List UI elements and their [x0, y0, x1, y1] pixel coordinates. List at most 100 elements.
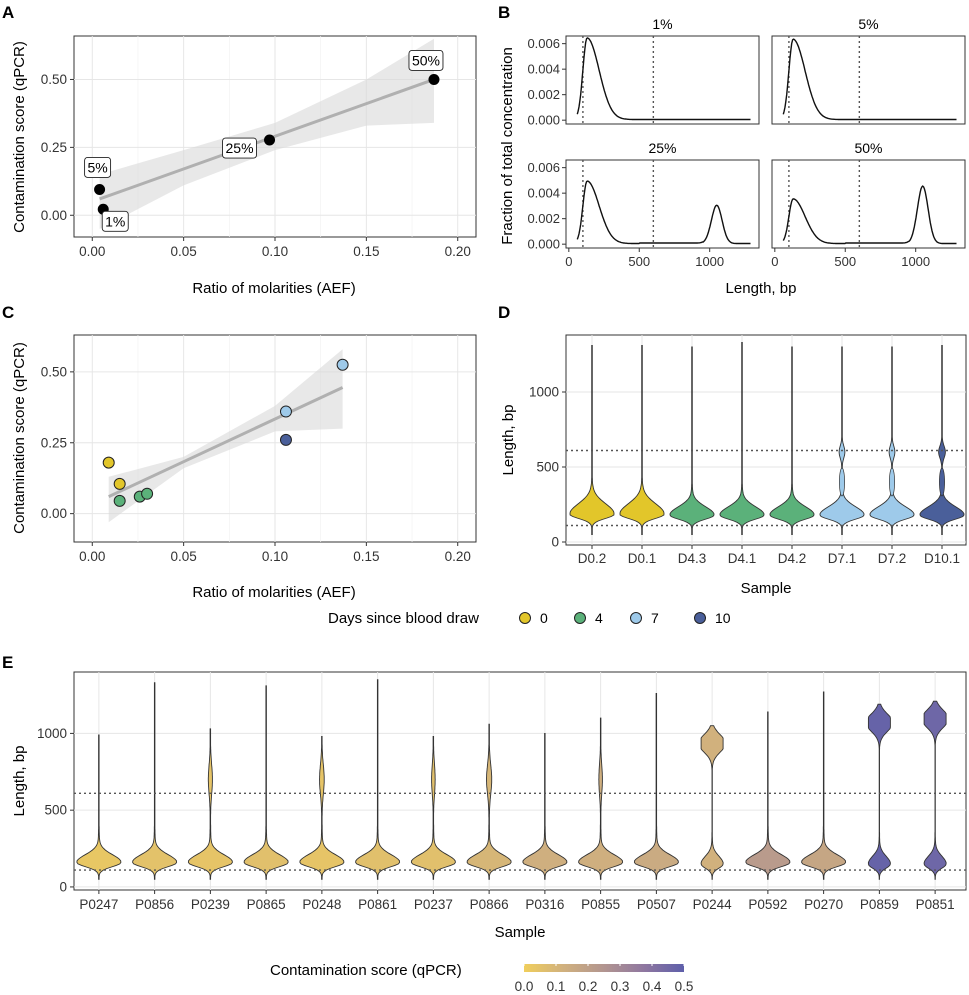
x-tick-label: 0.20 [445, 244, 471, 259]
x-tick-label: D4.2 [778, 551, 807, 566]
panel-c: C 0.00 0.05 0.10 0.15 0.20 0.00 0.25 0.50 Rati… [2, 303, 477, 601]
density-curve [576, 180, 751, 245]
x-tick-label: P0507 [637, 897, 676, 912]
point-label: 25% [226, 140, 254, 156]
y-tick-label: 500 [44, 803, 67, 818]
data-point [279, 433, 292, 446]
y-tick-label: 0.000 [527, 113, 560, 128]
x-tick-label: P0244 [693, 897, 733, 912]
x-tick-label: P0856 [135, 897, 174, 912]
violin-D0.1 [619, 345, 665, 535]
density-curve [782, 185, 957, 245]
x-tick-label: P0239 [191, 897, 230, 912]
contamination-score-legend-title: Contamination score (qPCR) [270, 962, 462, 979]
panel-d-y-ticks: 0 500 1000 [529, 385, 566, 550]
x-tick-label: P0247 [79, 897, 118, 912]
panel-b: B 1% 0.000 0.002 0.004 0.006 5% 25% 0.000 0.002 0… [498, 3, 966, 297]
panel-d-y-axis-label: Length, bp [500, 405, 517, 476]
panel-c-x-axis-label: Ratio of molarities (AEF) [192, 584, 355, 601]
panel-d-x-axis-label: Sample [741, 580, 792, 597]
facet-plot-area [565, 159, 760, 249]
data-point [102, 456, 115, 469]
x-tick-label: D4.1 [728, 551, 757, 566]
violin-P0865 [243, 685, 289, 880]
violin-P0239 [187, 728, 233, 880]
y-tick-label: 0 [551, 535, 559, 550]
panel-a: A 5%1%25%50% 0.00 0.05 0.10 0.15 0.20 0.000.… [2, 3, 477, 297]
days-legend-swatch [574, 612, 586, 624]
x-tick-label: 1000 [901, 254, 930, 269]
x-tick-label: P0592 [748, 897, 787, 912]
facet-title: 50% [854, 140, 882, 156]
facet-title: 1% [652, 16, 672, 32]
y-tick-label: 0.004 [527, 186, 560, 201]
y-tick-label: 0.25 [41, 435, 67, 450]
days-legend-label: 10 [715, 610, 731, 626]
panel-b-facets: 1% 0.000 0.002 0.004 0.006 5% 25% 0.000 0.002 0.0… [527, 16, 966, 269]
panel-a-label: A [2, 3, 14, 22]
data-point [141, 487, 154, 500]
panel-a-x-ticks: 0.00 0.05 0.10 0.15 0.20 [79, 237, 471, 259]
x-tick-label: P0316 [525, 897, 564, 912]
density-curve [576, 37, 751, 121]
panel-d: D D0.2 D0.1 D4.3 D4.1 D4.2 D7.1 D7.2 D10.1 0 500… [498, 303, 967, 597]
violin-P0856 [132, 682, 178, 880]
violin-P0859 [867, 703, 891, 880]
contamination-score-legend: Contamination score (qPCR) 0.0 0.1 0.2 0.3 0… [270, 962, 693, 994]
panel-a-confidence-band [99, 38, 434, 229]
panel-d-reference-lines [566, 449, 966, 527]
x-tick-label: 0.10 [262, 549, 288, 564]
violin-P0861 [355, 679, 401, 880]
y-tick-label: 0 [59, 879, 67, 894]
data-point [94, 183, 106, 195]
panel-c-confidence-band [108, 349, 343, 523]
panel-a-x-axis-label: Ratio of molarities (AEF) [192, 280, 355, 297]
panel-a-point-labels: 5% 1% 25% 50% [84, 50, 444, 232]
panel-b-label: B [498, 3, 510, 22]
panel-e: E P0247 P0856 P0239 P0865 P0248 P0861 P0237 P08… [2, 653, 967, 941]
violin-P0247 [76, 734, 122, 880]
x-tick-label: P0865 [247, 897, 286, 912]
panel-e-y-axis-label: Length, bp [11, 746, 28, 817]
point-label: 50% [412, 52, 440, 68]
x-tick-label: 0.05 [170, 244, 196, 259]
violin-bulge [839, 467, 845, 497]
y-tick-label: 0.002 [527, 87, 560, 102]
colorbar-tick-label: 0.5 [675, 979, 694, 994]
facet-3: 25% 0.000 0.002 0.004 0.006 0 500 1000 [527, 140, 760, 269]
violin-P0248 [299, 736, 345, 880]
colorbar-tick-label: 0.3 [611, 979, 630, 994]
y-tick-label: 0.50 [41, 364, 67, 379]
days-legend-swatch [630, 612, 642, 624]
panel-c-points [102, 358, 349, 507]
x-tick-label: P0861 [358, 897, 397, 912]
panel-a-y-axis-label: Contamination score (qPCR) [11, 41, 28, 233]
panel-b-x-axis-label: Length, bp [726, 280, 797, 297]
y-tick-label: 500 [536, 460, 559, 475]
x-tick-label: P0855 [581, 897, 620, 912]
panel-c-regression-line [108, 386, 344, 498]
violin-P0855 [578, 717, 624, 880]
x-tick-label: 500 [628, 254, 650, 269]
x-tick-label: D7.1 [828, 551, 857, 566]
point-label-box [408, 50, 444, 71]
data-point [113, 477, 126, 490]
panel-e-reference-lines [74, 792, 966, 871]
y-tick-label: 0.25 [41, 140, 67, 155]
violin-D4.3 [669, 346, 715, 535]
x-tick-label: 0.10 [262, 244, 288, 259]
panel-d-x-ticks: D0.2 D0.1 D4.3 D4.1 D4.2 D7.1 D7.2 D10.1 [578, 545, 960, 566]
y-tick-label: 0.006 [527, 160, 560, 175]
x-tick-label: D4.3 [678, 551, 707, 566]
violin-P0866 [466, 723, 512, 880]
x-tick-label: D7.2 [878, 551, 907, 566]
panel-e-x-ticks: P0247 P0856 P0239 P0865 P0248 P0861 P0237 P0866… [79, 890, 955, 912]
x-tick-label: 0.05 [170, 549, 196, 564]
days-legend-items: 0 4 7 10 [519, 610, 731, 626]
facet-title: 5% [858, 16, 878, 32]
panel-c-gridlines [74, 335, 476, 542]
density-curve [782, 38, 957, 121]
panel-e-label: E [2, 653, 13, 672]
x-tick-label: D0.1 [628, 551, 657, 566]
